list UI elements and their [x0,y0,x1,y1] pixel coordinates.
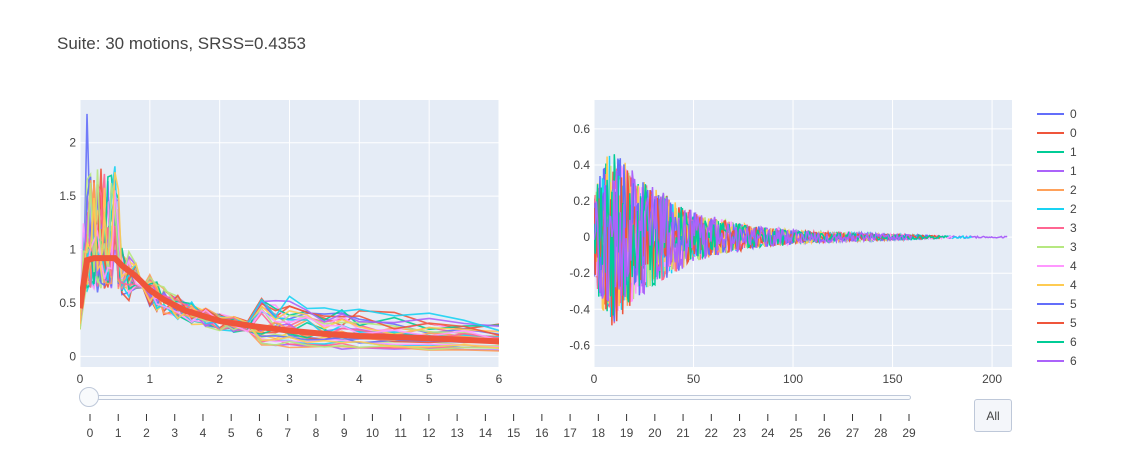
slider-tick-label: 9 [341,426,348,440]
time-history-line [594,170,913,302]
legend-item-label: 2 [1070,202,1077,216]
slider-tick-label: 0 [87,426,94,440]
x-tick-label: 6 [496,372,503,386]
y-tick-label: 0.4 [573,158,590,172]
y-tick-label: 0.5 [59,296,76,310]
slider-tick-label: 17 [563,426,577,440]
slider-tick-label: 27 [846,426,860,440]
slider-tick-label: 7 [284,426,291,440]
x-tick-label: 150 [883,372,903,386]
slider-tick-label: 5 [228,426,235,440]
slider-tick-label: 21 [676,426,690,440]
legend-item-label: 1 [1070,164,1077,178]
y-tick-label: -0.2 [569,266,590,280]
slider-tick-label: 26 [818,426,832,440]
slider-tick-label: 29 [902,426,916,440]
spectrum-line [80,169,499,351]
legend-item-label: 3 [1070,240,1077,254]
legend-item-label: 5 [1070,297,1077,311]
x-tick-label: 2 [216,372,223,386]
x-tick-label: 3 [286,372,293,386]
slider-tick-label: 6 [256,426,263,440]
x-tick-label: 50 [687,372,701,386]
legend-item-label: 6 [1070,335,1077,349]
spectra-panel: 0 1 2 3 4 5 6 0 0.5 1 1.5 2 [59,100,503,386]
y-tick-label: 0.2 [573,194,590,208]
y-tick-label: 0 [583,230,590,244]
y-tick-label: 0 [69,349,76,363]
y-tick-label: 0.6 [573,122,590,136]
slider-track[interactable] [82,395,911,400]
slider-tick-label: 14 [479,426,493,440]
y-tick-label: -0.4 [569,302,590,316]
slider-ticks: 0 1 2 3 4 5 6 7 8 9 10 11 12 13 14 15 16 17 18 19 20 21 22 23 24… [87,414,916,440]
y-tick-label: 1 [69,243,76,257]
legend: 0 0 1 1 2 2 3 3 4 4 5 5 6 6 [1037,107,1077,368]
slider-tick-label: 13 [450,426,464,440]
slider-tick-label: 20 [648,426,662,440]
slider-tick-label: 10 [366,426,380,440]
x-tick-label: 100 [783,372,803,386]
slider-tick-label: 11 [394,426,407,440]
x-tick-label: 4 [356,372,363,386]
y-tick-label: 1.5 [59,189,76,203]
slider-grip[interactable] [79,387,99,407]
chart-title: Suite: 30 motions, SRSS=0.4353 [57,34,307,53]
x-tick-label: 0 [77,372,84,386]
slider-tick-label: 16 [535,426,549,440]
slider-tick-label: 8 [313,426,320,440]
y-tick-label: 2 [69,136,76,150]
legend-item-label: 4 [1070,259,1077,273]
series-group [80,113,499,352]
slider-tick-label: 15 [507,426,521,440]
x-tick-label: 0 [591,372,598,386]
legend-item-label: 6 [1070,354,1077,368]
legend-item-label: 3 [1070,221,1077,235]
slider-tick-label: 28 [874,426,888,440]
slider-tick-label: 18 [592,426,606,440]
all-button[interactable]: All [974,399,1012,432]
slider-tick-label: 4 [200,426,207,440]
slider-tick-label: 25 [789,426,803,440]
y-tick-label: -0.6 [569,338,590,352]
slider-tick-label: 12 [422,426,436,440]
x-tick-label: 1 [146,372,153,386]
x-tick-label: 5 [426,372,433,386]
slider-tick-label: 23 [733,426,747,440]
legend-item-label: 0 [1070,107,1077,121]
slider-tick-label: 3 [171,426,178,440]
mean-spectrum-line [80,255,499,345]
legend-item-label: 1 [1070,145,1077,159]
slider-tick-label: 1 [115,426,122,440]
slider-tick-label: 2 [143,426,150,440]
legend-item-label: 5 [1070,316,1077,330]
time-history-panel: 0 50 100 150 200 -0.6 -0.4 -0.2 0 0.2 0.4 0.6 [569,100,1012,386]
legend-item-label: 2 [1070,183,1077,197]
slider-tick-label: 24 [761,426,775,440]
x-tick-label: 200 [982,372,1002,386]
legend-item-label: 0 [1070,126,1077,140]
slider-tick-label: 19 [620,426,634,440]
series-group [594,154,1008,326]
slider-tick-label: 22 [705,426,719,440]
legend-item-label: 4 [1070,278,1077,292]
